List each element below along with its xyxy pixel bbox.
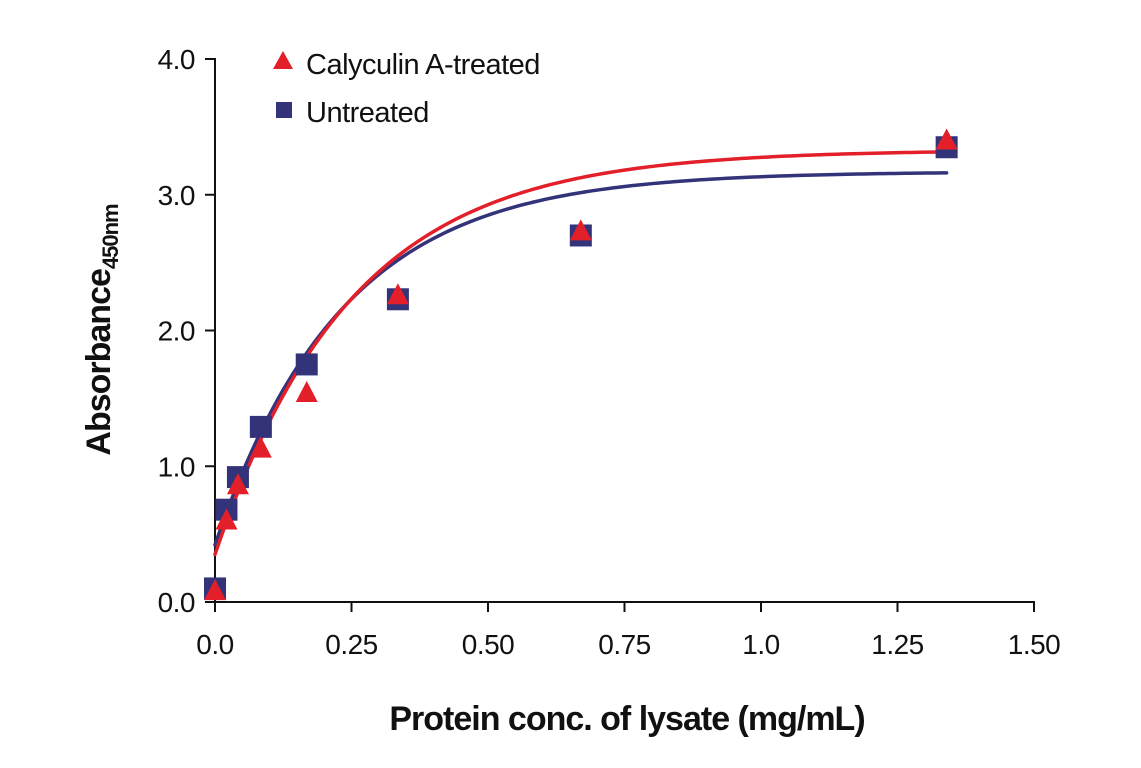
legend-triangle-marker [273, 51, 293, 69]
legend-label-untreated: Untreated [306, 97, 429, 129]
legend-item-calyculin: Calyculin A-treated [273, 49, 540, 81]
legend: Calyculin A-treated Untreated [273, 49, 540, 129]
calyculin-point [295, 380, 318, 402]
fit-lines [213, 150, 949, 557]
legend-square-marker [276, 102, 292, 118]
x-tick-label: 1.50 [1008, 629, 1061, 660]
calyculin-point [215, 508, 238, 530]
calyculin-point [569, 219, 592, 241]
calyculin-point [204, 579, 226, 601]
calyculin-point [386, 283, 409, 305]
y-axis-title: Absorbance450nm [80, 204, 123, 456]
x-tick-label: 0.25 [325, 629, 378, 660]
untreated-point [249, 415, 272, 438]
calyculin-point [249, 436, 272, 458]
x-tick-label: 0.0 [196, 629, 233, 660]
y-axis-title-subscript: 450nm [98, 204, 123, 269]
data-points [204, 128, 958, 601]
y-tick-label: 3.0 [158, 180, 195, 211]
calyculin-point [226, 473, 249, 495]
untreated-point [295, 353, 318, 376]
y-tick-label: 1.0 [158, 451, 195, 482]
y-tick-label: 4.0 [158, 44, 195, 75]
legend-label-calyculin: Calyculin A-treated [306, 49, 540, 81]
y-tick-label: 2.0 [158, 316, 195, 347]
axes [214, 58, 1035, 603]
x-ticks: 0.0 0.25 0.50 0.75 1.0 1.25 1.50 [196, 602, 1061, 660]
y-ticks: 0.0 1.0 2.0 3.0 4.0 [158, 44, 215, 618]
x-axis-title: Protein conc. of lysate (mg/mL) [389, 700, 864, 738]
x-tick-label: 1.0 [742, 629, 779, 660]
x-tick-label: 0.50 [462, 629, 515, 660]
x-tick-label: 0.75 [598, 629, 651, 660]
fit-line-calyculin [213, 150, 949, 557]
y-axis-title-main: Absorbance [80, 269, 118, 456]
calyculin-point [935, 128, 958, 150]
x-tick-label: 1.25 [871, 629, 924, 660]
y-tick-label: 0.0 [158, 587, 195, 618]
legend-item-untreated: Untreated [276, 97, 429, 129]
